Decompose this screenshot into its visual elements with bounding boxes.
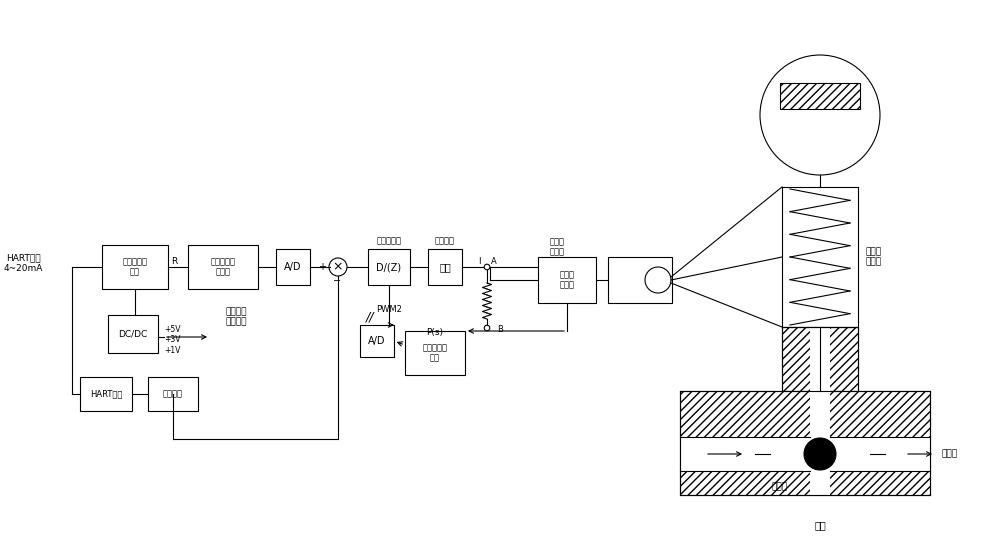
Text: HART变换: HART变换 [90, 389, 122, 399]
Text: R: R [171, 257, 177, 265]
Text: A: A [491, 257, 497, 265]
Text: A/D: A/D [368, 336, 386, 346]
Bar [680, 391, 930, 495]
Text: 电源及控制
信号: 电源及控制 信号 [122, 257, 148, 277]
Text: I: I [478, 257, 480, 265]
Bar [782, 327, 858, 391]
Text: 隔离放大: 隔离放大 [163, 389, 183, 399]
Text: 功放: 功放 [439, 262, 451, 272]
Text: −: − [333, 276, 341, 286]
Text: DC/DC: DC/DC [118, 329, 148, 339]
Text: ×: × [333, 260, 343, 274]
Bar [188, 245, 258, 289]
Text: +5V
+3V
+1V: +5V +3V +1V [164, 325, 180, 355]
Circle shape [804, 438, 836, 470]
Text: P(s): P(s) [426, 329, 443, 337]
Text: 流量控制图
数变换: 流量控制图 数变换 [210, 257, 236, 277]
Bar [810, 391, 830, 495]
Text: 弹货阮
尼机构: 弹货阮 尼机构 [865, 247, 881, 267]
Bar [368, 249, 410, 285]
Text: 阀门传
感装置: 阀门传 感装置 [560, 270, 574, 290]
Bar [780, 83, 860, 109]
Bar [80, 377, 132, 411]
Text: 阀门传
感装置: 阀门传 感装置 [550, 237, 564, 257]
Bar [680, 437, 930, 471]
Text: D/(Z): D/(Z) [376, 262, 402, 272]
Text: 阀门: 阀门 [814, 520, 826, 530]
Text: 数字控制器: 数字控制器 [376, 236, 402, 246]
Text: PWM2: PWM2 [376, 305, 402, 313]
Text: 信号调理与
放大: 信号调理与 放大 [422, 344, 447, 363]
Bar [276, 249, 310, 285]
Text: //: // [366, 311, 374, 323]
Bar [108, 315, 158, 353]
Bar [810, 327, 830, 391]
Text: 流体出: 流体出 [942, 450, 958, 458]
Bar [782, 327, 858, 391]
Text: HART信号
4~20mA: HART信号 4~20mA [4, 253, 43, 273]
Text: A/D: A/D [284, 262, 302, 272]
Bar [608, 257, 672, 303]
Bar [360, 325, 394, 357]
Text: 位置反馈
参数传输: 位置反馈 参数传输 [225, 307, 247, 327]
Bar [428, 249, 462, 285]
Text: 稳流变换: 稳流变换 [435, 236, 455, 246]
Bar [405, 331, 465, 375]
Bar [102, 245, 168, 289]
Text: 流体入: 流体入 [772, 482, 788, 492]
Bar [148, 377, 198, 411]
Text: B: B [497, 324, 503, 334]
Bar [538, 257, 596, 303]
Text: +: + [318, 262, 326, 272]
